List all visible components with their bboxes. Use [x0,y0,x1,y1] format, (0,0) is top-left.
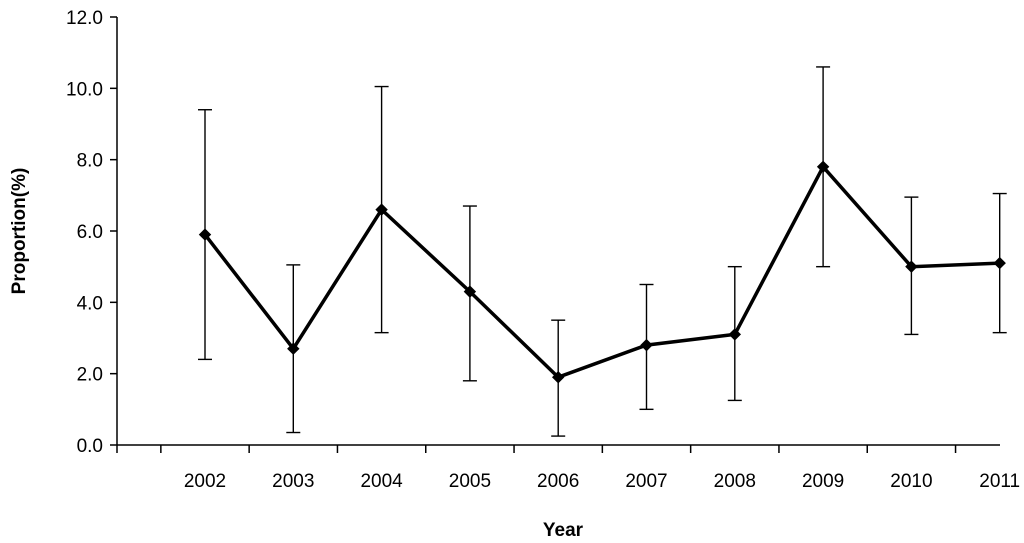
data-point-marker [198,228,212,241]
y-ticks: 0.0 2.0 4.0 6.0 8.0 10.0 12.0 [66,8,117,457]
y-axis-title: Proportion(%) [9,168,30,295]
y-tick-label: 8.0 [77,151,103,172]
data-point-marker [993,256,1006,270]
x-ticks: 2002 2003 2004 2005 2006 2007 2008 2009 2010 2011 [116,445,1020,492]
y-tick-label: 4.0 [77,293,103,314]
x-tick-label: 2009 [802,471,844,492]
error-bars [198,66,1007,437]
x-tick-label: 2002 [184,471,226,492]
x-axis-title: Year [543,520,584,541]
data-point-marker [640,338,653,352]
series-line [203,163,1000,380]
y-tick-label: 0.0 [77,436,103,457]
x-tick-label: 2006 [537,471,579,492]
y-tick-label: 2.0 [77,365,103,386]
x-tick-label: 2007 [625,471,667,492]
data-point-marker [728,328,742,341]
data-point-marker [816,160,830,174]
x-tick-label: 2003 [272,471,314,492]
y-tick-label: 10.0 [66,79,103,100]
y-tick-label: 12.0 [66,8,103,29]
data-point-marker [551,371,565,384]
x-tick-label: 2004 [360,471,403,492]
data-point-marker [375,203,388,216]
series [198,160,1006,384]
y-tick-label: 6.0 [77,222,103,243]
x-tick-label: 2011 [979,471,1020,492]
data-point-marker [905,260,918,273]
data-point-marker [287,342,300,355]
x-tick-label: 2005 [449,471,491,492]
x-tick-label: 2010 [890,471,932,492]
data-point-marker [463,285,477,298]
x-tick-label: 2008 [714,471,756,492]
